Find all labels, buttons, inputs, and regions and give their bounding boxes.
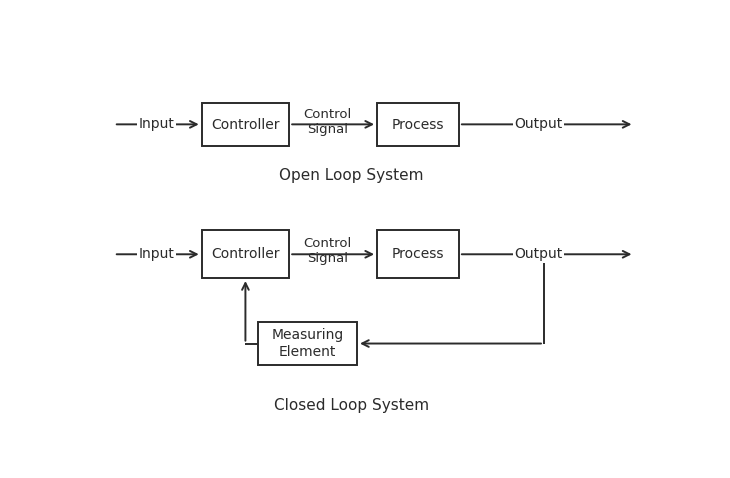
Text: Output: Output [514,247,562,261]
Text: Process: Process [392,118,445,131]
Text: Control
Signal: Control Signal [304,108,352,136]
Text: Input: Input [139,247,174,261]
Text: Controller: Controller [211,247,280,261]
Bar [201,230,289,278]
Text: Control
Signal: Control Signal [304,237,352,265]
Text: Controller: Controller [211,118,280,131]
Text: Input: Input [139,117,174,131]
Text: Output: Output [514,117,562,131]
Bar [377,103,459,146]
Bar [377,230,459,278]
Text: Measuring
Element: Measuring Element [272,328,344,358]
Text: Closed Loop System: Closed Loop System [274,398,429,413]
Text: Process: Process [392,247,445,261]
Text: Open Loop System: Open Loop System [280,168,423,183]
Bar [258,322,357,365]
Bar [201,103,289,146]
